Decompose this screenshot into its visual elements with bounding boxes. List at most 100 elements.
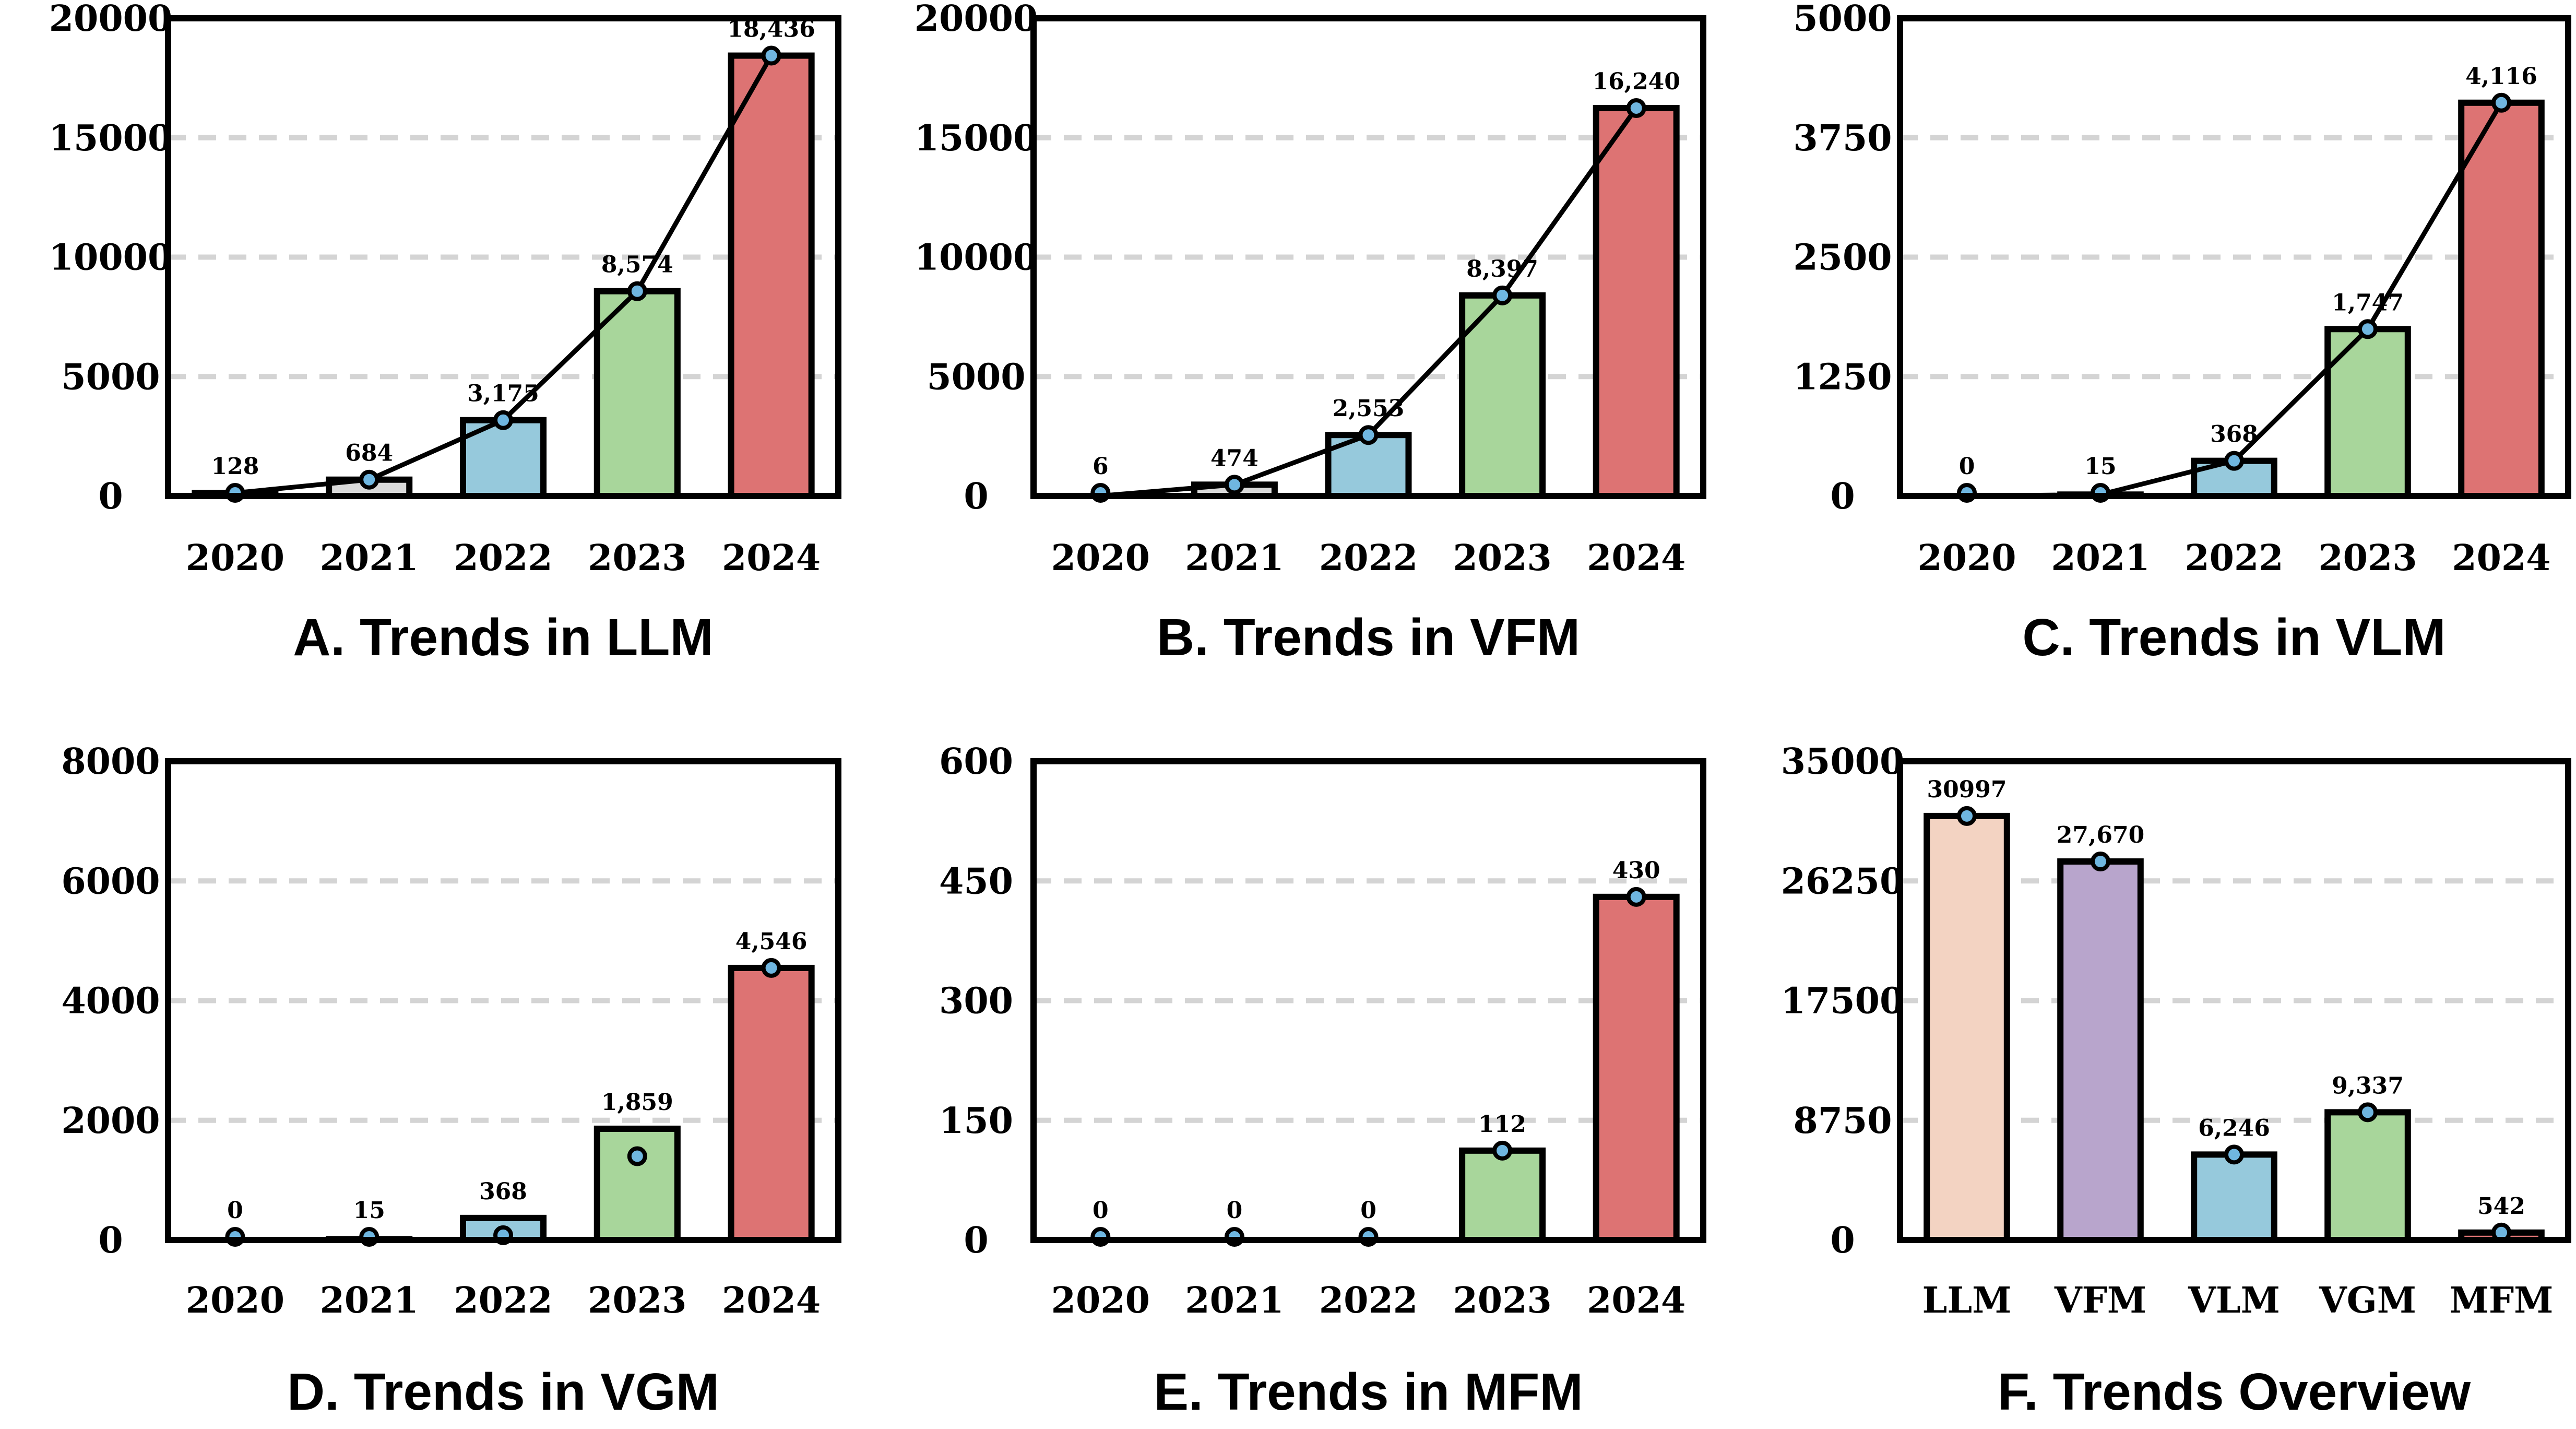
data-label: 2,553 xyxy=(1333,395,1405,422)
x-tick-label: 2022 xyxy=(454,1280,552,1321)
data-point xyxy=(2358,319,2378,339)
chart-panel-2: 0 5000 10000 15000 20000 6 474 2,553 8,397 16,240… xyxy=(915,0,1706,667)
bar xyxy=(2057,858,2144,1243)
bar xyxy=(1924,812,2010,1243)
data-label: 4,546 xyxy=(735,928,808,955)
chart-title: F. Trends Overview xyxy=(1998,1363,2471,1421)
chart-panel-5: 0 150 300 450 600 0 0 0 112 430 2020 2021 2022 2023 20… xyxy=(939,741,1706,1421)
data-label: 368 xyxy=(2210,421,2258,448)
bar xyxy=(2324,1109,2411,1243)
x-tick-label: 2021 xyxy=(1185,1280,1284,1321)
data-label: 15 xyxy=(353,1197,385,1224)
y-tick-label: 20000 xyxy=(49,0,173,40)
chart-title: A. Trends in LLM xyxy=(293,608,714,667)
x-tick-label: 2024 xyxy=(1587,537,1685,579)
x-tick-label: 2020 xyxy=(186,537,284,579)
bar xyxy=(1459,292,1546,500)
x-tick-label: 2020 xyxy=(1051,1280,1150,1321)
data-point xyxy=(1492,285,1513,305)
y-tick-label: 300 xyxy=(939,981,1013,1022)
y-tick-label: 15000 xyxy=(915,117,1038,159)
y-tick-label: 15000 xyxy=(49,117,173,159)
x-tick-label: 2024 xyxy=(2452,537,2550,579)
data-label: 0 xyxy=(1360,1197,1376,1224)
y-tick-label: 35000 xyxy=(1781,741,1905,783)
y-tick-label: 5000 xyxy=(927,356,1025,398)
data-label: 0 xyxy=(1093,1197,1109,1224)
bar xyxy=(2458,99,2545,500)
y-tick-label: 0 xyxy=(1830,1220,1855,1261)
bar xyxy=(728,964,815,1244)
data-point xyxy=(493,410,513,430)
data-point xyxy=(2091,852,2110,872)
plot-frame xyxy=(1030,758,1706,1243)
x-tick-label: 2023 xyxy=(1453,1280,1551,1321)
data-label: 27,670 xyxy=(2057,822,2144,848)
bar xyxy=(1593,105,1680,499)
data-label: 112 xyxy=(1478,1111,1526,1138)
data-point xyxy=(2358,1102,2378,1123)
chart-title: B. Trends in VFM xyxy=(1157,608,1580,667)
y-tick-label: 5000 xyxy=(1793,0,1892,40)
y-tick-label: 6000 xyxy=(61,860,160,902)
chart-panel-3: 0 1250 2500 3750 5000 0 15 368 1,747 4,116 2020 202… xyxy=(1793,0,2571,667)
x-tick-label: VLM xyxy=(2188,1280,2280,1321)
x-tick-label: 2020 xyxy=(186,1280,284,1321)
bar xyxy=(593,288,681,499)
plot-frame xyxy=(1897,15,2571,499)
data-label: 16,240 xyxy=(1592,68,1680,95)
y-tick-label: 0 xyxy=(98,1220,123,1261)
y-tick-label: 17500 xyxy=(1781,981,1905,1022)
chart-panel-4: 0 2000 4000 6000 8000 0 15 368 1,859 4,546 2020 202… xyxy=(61,741,841,1421)
data-point xyxy=(627,1146,647,1166)
y-tick-label: 26250 xyxy=(1781,860,1905,902)
x-tick-label: 2021 xyxy=(320,1280,419,1321)
data-point xyxy=(627,281,647,301)
data-label: 6,246 xyxy=(2198,1115,2270,1141)
x-tick-label: 2023 xyxy=(588,537,686,579)
x-tick-label: 2024 xyxy=(1587,1280,1685,1321)
chart-title: E. Trends in MFM xyxy=(1154,1363,1583,1421)
data-label: 1,859 xyxy=(601,1089,673,1116)
x-tick-label: 2022 xyxy=(454,537,552,579)
data-point xyxy=(1626,98,1646,119)
plot-frame xyxy=(1030,15,1706,499)
y-tick-label: 8750 xyxy=(1793,1100,1892,1142)
data-point xyxy=(2224,1144,2244,1165)
data-point xyxy=(1224,475,1244,495)
bar xyxy=(2191,1151,2277,1243)
data-label: 128 xyxy=(211,453,259,480)
y-tick-label: 0 xyxy=(964,1220,988,1261)
data-point xyxy=(1957,806,1977,826)
y-tick-label: 10000 xyxy=(915,237,1038,279)
x-tick-label: 2024 xyxy=(722,1280,821,1321)
x-tick-label: 2023 xyxy=(2318,537,2417,579)
y-tick-label: 600 xyxy=(939,741,1013,783)
y-tick-label: 0 xyxy=(1830,476,1855,517)
data-point xyxy=(1626,887,1646,907)
y-tick-label: 20000 xyxy=(915,0,1038,40)
x-tick-label: 2020 xyxy=(1917,537,2016,579)
x-tick-label: 2021 xyxy=(1185,537,1284,579)
y-tick-label: 4000 xyxy=(61,981,160,1022)
x-tick-label: 2023 xyxy=(588,1280,686,1321)
y-tick-label: 8000 xyxy=(61,741,160,783)
data-label: 3,175 xyxy=(467,381,539,407)
data-point xyxy=(761,45,781,66)
data-label: 8,574 xyxy=(601,252,673,278)
data-label: 474 xyxy=(1210,445,1259,471)
x-tick-label: VGM xyxy=(2319,1280,2416,1321)
x-tick-label: MFM xyxy=(2450,1280,2554,1321)
x-tick-label: 2022 xyxy=(1319,537,1418,579)
bar xyxy=(1593,893,1680,1243)
x-tick-label: 2024 xyxy=(722,537,821,579)
data-label: 0 xyxy=(227,1197,243,1224)
x-tick-label: VFM xyxy=(2054,1280,2146,1321)
data-label: 30997 xyxy=(1927,776,2007,803)
y-tick-label: 3750 xyxy=(1793,117,1892,159)
data-point xyxy=(2491,92,2511,113)
y-tick-label: 2500 xyxy=(1793,237,1892,279)
y-tick-label: 0 xyxy=(964,476,988,517)
data-label: 8,397 xyxy=(1466,256,1538,282)
